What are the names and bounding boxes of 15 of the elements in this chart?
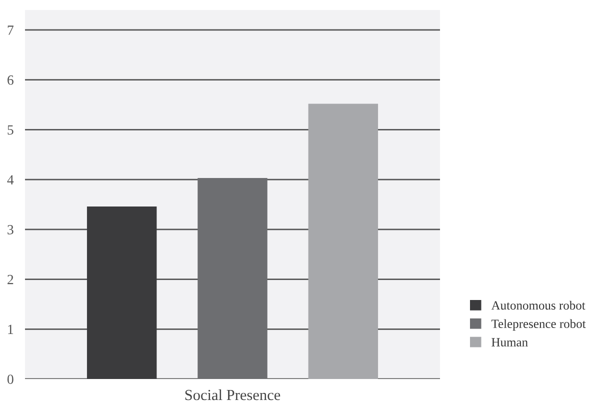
y-tick-label: 6: [8, 75, 14, 85]
y-tick-label: 0: [7, 374, 14, 384]
y-tick-label: 5: [8, 125, 14, 135]
legend-label: Autonomous robot: [491, 300, 586, 310]
y-tick-label: 4: [7, 175, 14, 184]
y-tick-label: 3: [8, 225, 14, 234]
legend-label: Telepresence robot: [491, 319, 586, 331]
x-axis-title: Social Presence: [185, 389, 280, 400]
bar: [86, 206, 157, 379]
bar: [198, 178, 268, 379]
bar: [308, 104, 378, 379]
y-tick-label: 7: [8, 26, 14, 35]
y-tick-label: 1: [8, 324, 14, 334]
legend-label: Human: [492, 338, 528, 346]
y-tick-label: 2: [8, 274, 14, 284]
